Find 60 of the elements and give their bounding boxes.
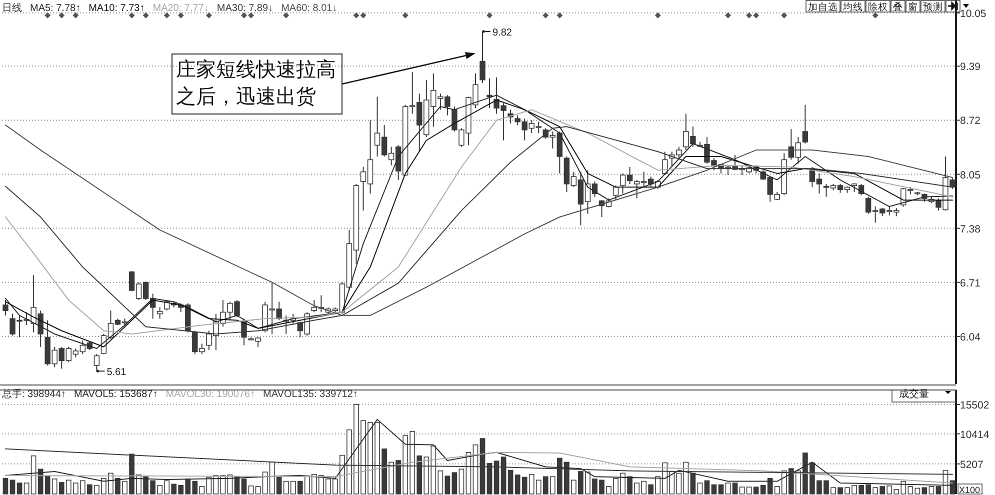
bar xyxy=(262,472,268,494)
bar xyxy=(928,486,934,494)
annotation: 5.61 xyxy=(106,367,127,378)
control-dropdown: 成交量 xyxy=(892,389,956,402)
bar xyxy=(725,482,731,494)
annotation: MAVOL5: 153687↑ xyxy=(74,389,158,400)
y-tick-label: 10.05 xyxy=(960,8,986,20)
y-tick-label: 8.05 xyxy=(960,169,981,182)
y-tick-label: 5207 xyxy=(960,458,984,471)
bar xyxy=(241,478,247,494)
annotation: 成交量 xyxy=(899,388,929,400)
line-series xyxy=(5,452,953,484)
annotation: MA5: 7.78↑ xyxy=(30,3,81,14)
bar xyxy=(255,486,261,494)
annotation: 预测 xyxy=(923,1,943,13)
bar xyxy=(739,486,745,494)
annotation: MAVOL135: 339712↑ xyxy=(263,389,358,400)
bar xyxy=(444,476,450,494)
bar xyxy=(16,482,22,494)
y-tick-label: 7.38 xyxy=(960,223,981,236)
candlestick xyxy=(156,306,163,320)
candlestick xyxy=(2,300,8,316)
annotation: 9.82 xyxy=(492,27,512,38)
annotation: 总手: 398944↑ xyxy=(1,388,66,400)
bar xyxy=(718,484,724,494)
y-tick-label: 15502 xyxy=(960,399,990,412)
y-tick-label: 9.39 xyxy=(960,61,981,74)
annotation: MAVOL30: 190076↑ xyxy=(166,389,256,400)
bar xyxy=(452,472,458,494)
bar xyxy=(2,478,8,494)
annotation: 日线 xyxy=(2,2,22,14)
annotation: 叠 xyxy=(893,2,903,13)
y-tick-label: 6.71 xyxy=(960,277,981,290)
y-tick-label: 10414 xyxy=(960,428,990,441)
bar xyxy=(248,486,254,494)
bar xyxy=(936,486,942,494)
bar xyxy=(10,480,16,494)
bar xyxy=(458,468,464,494)
annotation: 均线 xyxy=(842,1,863,13)
annotation: 加自选 xyxy=(808,1,838,13)
bar xyxy=(24,482,30,494)
annotation: MA30: 7.89↓ xyxy=(216,3,274,14)
y-tick-label: 6.04 xyxy=(960,331,981,344)
bar xyxy=(922,487,928,494)
bar xyxy=(697,482,703,494)
annotation: MA60: 8.01↓ xyxy=(281,3,338,14)
bar xyxy=(746,486,752,494)
y-tick-label: 8.72 xyxy=(960,115,981,128)
annotation: 庄家短线快速拉高之后，迅速出货 xyxy=(176,57,336,108)
bar xyxy=(508,470,514,494)
text: X100 xyxy=(959,485,980,495)
annotation: MA10: 7.73↑ xyxy=(88,3,145,14)
bar xyxy=(711,484,717,494)
bar xyxy=(732,482,738,494)
annotation: 窗 xyxy=(908,1,918,13)
annotation: MA20: 7.77↓ xyxy=(152,3,209,14)
candlestick xyxy=(612,185,619,201)
annotation: 除权 xyxy=(868,1,888,13)
candlestick xyxy=(802,104,808,144)
bar xyxy=(704,480,710,494)
